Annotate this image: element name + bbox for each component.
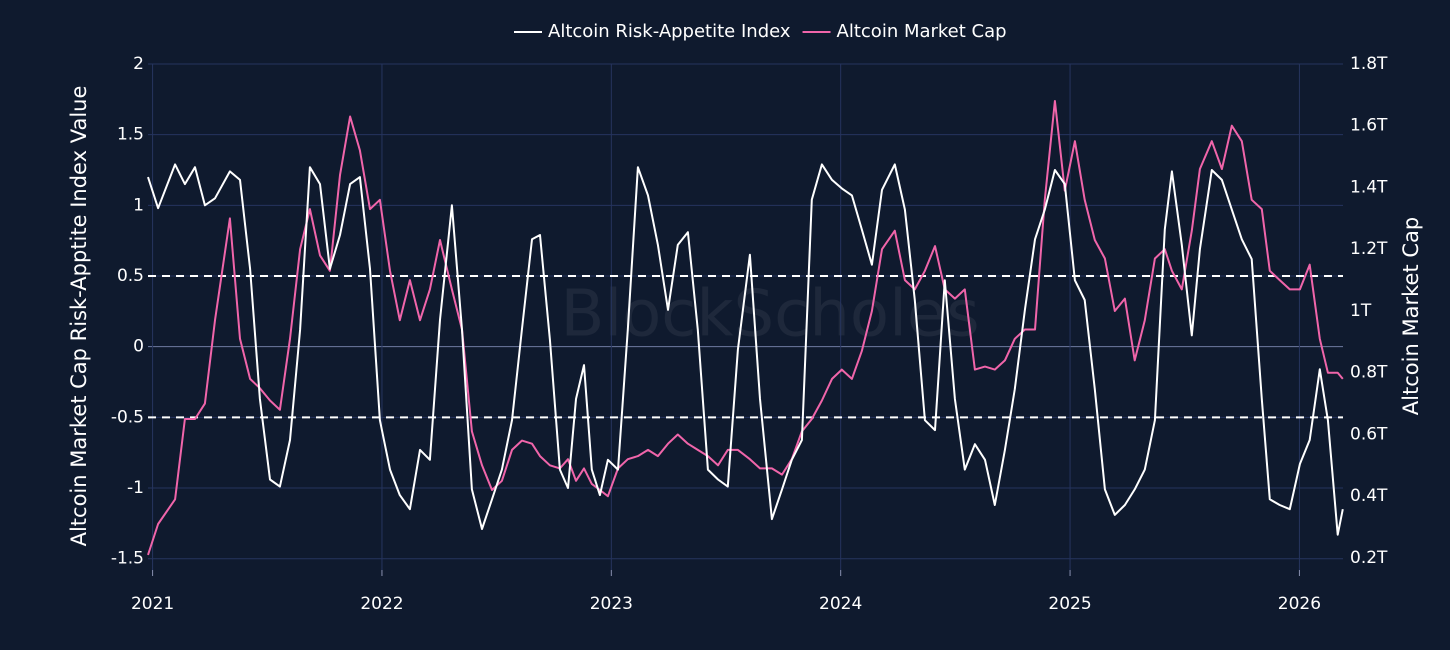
x-tick-label: 2023 — [590, 594, 633, 614]
y2-tick-label: 1.4T — [1350, 177, 1388, 197]
y2-tick-label: 1.8T — [1350, 54, 1388, 74]
y-axis-title: Altcoin Market Cap Risk-Apptite Index Va… — [67, 86, 91, 547]
x-tick-label: 2024 — [819, 594, 862, 614]
y2-tick-label: 1T — [1350, 301, 1372, 321]
y2-tick-label: 0.4T — [1350, 486, 1388, 506]
y-tick-label: -1.5 — [111, 549, 144, 569]
series-line — [147, 163, 1344, 536]
y-tick-label: -0.5 — [111, 407, 144, 427]
y2-tick-label: 0.6T — [1350, 424, 1388, 444]
x-tick-label: 2021 — [131, 594, 174, 614]
x-tick-label: 2022 — [360, 594, 403, 614]
legend: Altcoin Risk-Appetite Index Altcoin Marke… — [514, 21, 1007, 42]
y2-tick-label: 0.2T — [1350, 548, 1388, 568]
y-tick-label: 1 — [133, 195, 144, 215]
y2-tick-label: 1.6T — [1350, 116, 1388, 136]
y2-tick-label: 0.8T — [1350, 363, 1388, 383]
x-tick-label: 2026 — [1278, 594, 1321, 614]
y-tick-label: 0.5 — [117, 266, 144, 286]
y2-tick-label: 1.2T — [1350, 239, 1388, 259]
y2-axis-title: Altcoin Market Cap — [1399, 217, 1423, 415]
legend-label: Altcoin Risk-Appetite Index — [548, 21, 791, 42]
y-tick-label: -1 — [127, 478, 144, 498]
series-line — [147, 100, 1344, 556]
y-tick-label: 1.5 — [117, 125, 144, 145]
x-tick-label: 2025 — [1048, 594, 1091, 614]
y-tick-label: 0 — [133, 337, 144, 357]
legend-label: Altcoin Market Cap — [837, 21, 1007, 42]
y-tick-label: 2 — [133, 54, 144, 74]
